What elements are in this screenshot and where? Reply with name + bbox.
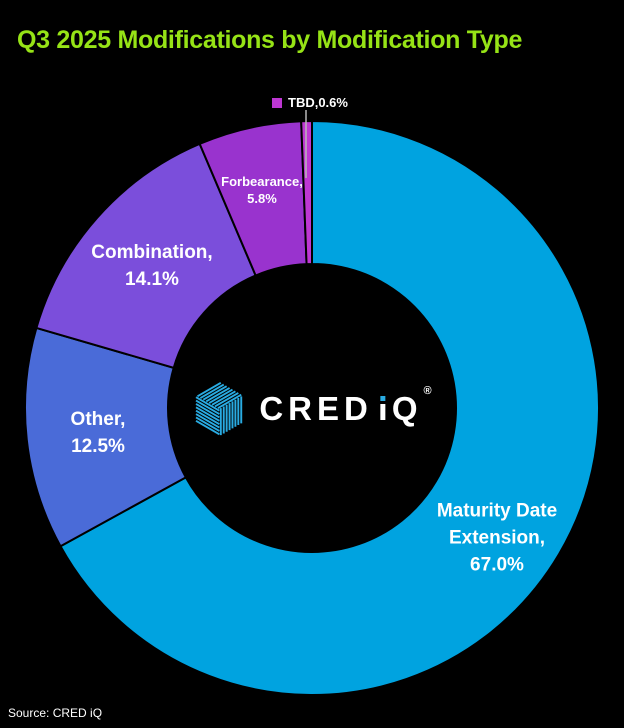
crediq-hex-cube-icon (195, 382, 243, 436)
hex-icon-stripe (205, 387, 231, 403)
hex-icon-stripe (196, 382, 222, 398)
slice-label-line: Maturity Date (436, 500, 558, 522)
logo-i-dot (379, 396, 385, 401)
hex-icon-stripe (195, 419, 220, 436)
hex-icon-stripe (195, 416, 220, 432)
logo-text-q: Q (391, 390, 423, 427)
slice-label-line: Extension, (448, 527, 546, 549)
logo-letter-i (379, 396, 386, 420)
slice-label-combination: Combination, 14.1% (91, 239, 212, 293)
hex-icon-stripe (195, 396, 220, 412)
hex-icon-stripe (195, 413, 220, 429)
source-caption: Source: CRED iQ (8, 706, 103, 720)
hex-icon-stripe (195, 403, 220, 419)
slice-label-maturity-date-extension: Maturity Date Extension, 67.0% (437, 498, 557, 579)
crediq-logo-text: CRED Q® (259, 385, 431, 428)
slice-label-line: 12.5% (71, 436, 125, 457)
hex-icon-stripe (202, 385, 228, 401)
hex-icon-stripe (211, 390, 236, 406)
slice-tbd (300, 119, 313, 266)
slice-combination (35, 142, 257, 370)
slice-label-line: 14.1% (125, 269, 179, 290)
hex-icon-stripe (214, 392, 239, 408)
slice-maturity-date-extension (59, 119, 600, 696)
slice-label-line: 5.8% (247, 191, 277, 206)
slice-label-forbearance: Forbearance, 5.8% (221, 173, 303, 207)
hex-icon-stripe (199, 383, 225, 399)
slice-label-line: 67.0% (470, 554, 524, 576)
hex-icon-stripe (195, 409, 220, 426)
logo-i-stem (379, 404, 385, 420)
slice-label-line: Other, (70, 409, 126, 430)
slice-label-line: Combination, (91, 242, 213, 263)
crediq-logo: CRED Q® (192, 379, 432, 439)
hex-icon-stripe (195, 399, 220, 415)
external-label-text: TBD,0.6% (288, 95, 348, 110)
hex-icon-stripe (195, 406, 220, 422)
registered-mark: ® (423, 385, 432, 397)
logo-text-cred: CRED (259, 390, 373, 427)
hex-icon-stripe (208, 388, 233, 404)
external-label-tbd: TBD,0.6% (272, 95, 348, 110)
hex-icon-stripe (217, 393, 242, 409)
legend-marker-tbd (272, 97, 282, 108)
chart-title: Q3 2025 Modifications by Modification Ty… (17, 26, 523, 54)
slice-label-line: Forbearance, (221, 174, 303, 189)
slice-label-other: Other, 12.5% (71, 406, 126, 460)
